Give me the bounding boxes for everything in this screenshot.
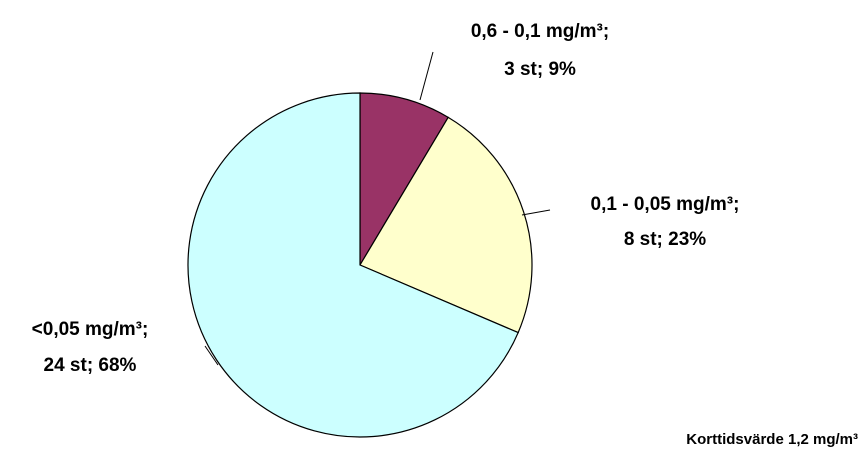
leader-line bbox=[204, 345, 219, 366]
slice-label: 0,6 - 0,1 mg/m³; bbox=[471, 21, 609, 42]
pie-slice bbox=[187, 92, 519, 438]
pie-slice bbox=[359, 92, 450, 268]
leader-line bbox=[419, 51, 434, 101]
value-label: 8 st; 23% bbox=[624, 229, 706, 250]
value-label: 24 st; 68% bbox=[44, 355, 137, 376]
slice-label: <0,05 mg/m³; bbox=[32, 319, 149, 340]
annotation: Korttidsvärde 1,2 mg/m³ bbox=[686, 431, 858, 448]
leader-line bbox=[521, 209, 551, 216]
value-label: 3 st; 9% bbox=[504, 59, 576, 80]
slice-label: 0,1 - 0,05 mg/m³; bbox=[591, 194, 740, 215]
pie-slice bbox=[359, 116, 533, 334]
